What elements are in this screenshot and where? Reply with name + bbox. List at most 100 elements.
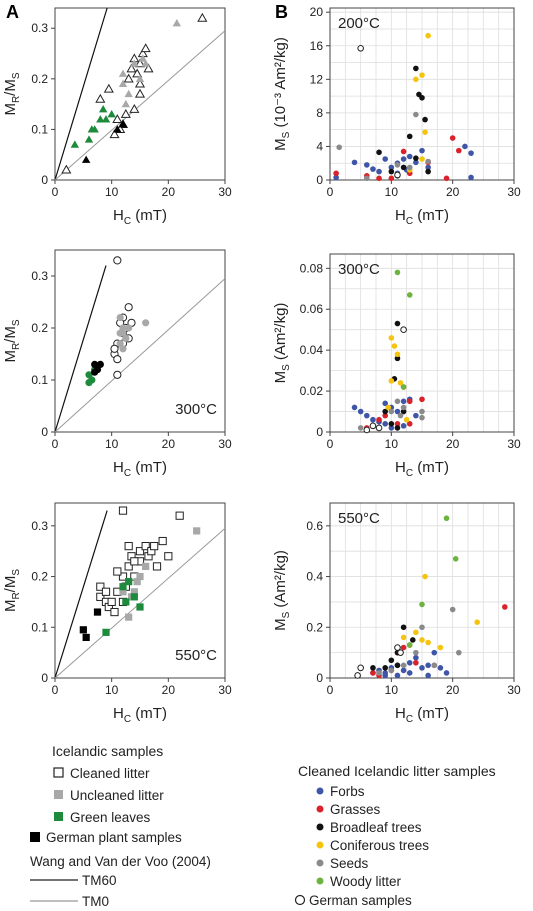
data-point-coniferous-trees (397, 380, 404, 386)
data-point-forbs (425, 662, 431, 669)
data-point-green-leaves (70, 140, 80, 148)
data-point-green-leaves (136, 603, 144, 611)
data-point-seeds (413, 649, 419, 656)
y-tick-label: 0 (41, 671, 48, 685)
data-point-forbs (388, 164, 395, 171)
legend-a-ref-1: TM0 (82, 894, 109, 909)
legend-marker-uncleaned (54, 790, 63, 799)
data-point-grasses (394, 421, 401, 427)
data-point-seeds (425, 158, 431, 165)
data-point-german-plant-samples (81, 155, 91, 163)
data-point-grasses (502, 604, 508, 610)
data-point-coniferous-trees (413, 76, 419, 83)
data-point-uncleaned-litter (116, 314, 124, 322)
data-point-forbs (382, 672, 389, 679)
data-point-german-samples (375, 424, 383, 432)
data-point-cleaned-litter (120, 109, 131, 118)
data-point-broadleaf-trees (410, 637, 416, 643)
data-point-german-plant-samples (96, 360, 104, 368)
legend-marker-woody (316, 877, 324, 885)
chart-grid: 0 10 20 30 0 0.1 0.2 0.3 HC (mT) MR/MS 0 10 20 30 0 0.1… (2, 5, 521, 725)
x-tick-label: 20 (446, 683, 460, 697)
x-tick-label: 10 (105, 683, 119, 697)
y-tick-label: 0.1 (31, 620, 48, 634)
x-tick-label: 10 (385, 437, 399, 451)
chart-b300: 0 10 20 30 0 0.02 0.04 0.06 0.08 HC (mT) MS (Am²/k… (272, 253, 521, 479)
data-point-coniferous-trees (391, 343, 398, 349)
data-point-cleaned-litter (110, 344, 119, 353)
data-point-seeds (406, 164, 413, 171)
data-point-seeds (388, 408, 395, 415)
data-point-forbs (413, 654, 419, 661)
panel-title: 550°C (338, 510, 380, 527)
data-point-green-leaves (101, 115, 111, 123)
data-point-seeds (413, 111, 419, 118)
data-point-coniferous-trees (425, 32, 431, 39)
data-point-grasses (443, 175, 450, 182)
plot-frame (329, 253, 515, 433)
data-point-coniferous-trees (419, 156, 425, 162)
data-point-coniferous-trees (422, 129, 428, 135)
data-point-cleaned-litter (130, 557, 139, 566)
data-point-uncleaned-litter (130, 588, 138, 596)
y-tick-label: 0.3 (31, 519, 48, 533)
data-point-cleaned-litter (132, 68, 143, 78)
y-tick-label: 0.04 (300, 343, 324, 357)
x-tick-label: 0 (52, 683, 59, 697)
data-point-german-samples (397, 649, 404, 656)
legend-marker-german (30, 832, 40, 842)
x-tick-label: 30 (218, 185, 232, 199)
panel-letter-b: B (275, 2, 288, 22)
legend-marker-cleaned (53, 767, 64, 778)
data-point-cleaned-litter (158, 536, 167, 546)
panel-title: 550°C (175, 647, 217, 664)
data-point-grasses (456, 147, 462, 154)
legend-b-item-0: Forbs (330, 784, 365, 799)
y-tick-label: 0.1 (31, 373, 48, 387)
data-point-forbs (431, 649, 438, 656)
x-tick-label: 10 (105, 437, 119, 451)
y-tick-label: 0.2 (306, 620, 323, 634)
x-tick-label: 30 (507, 185, 521, 199)
x-tick-label: 0 (327, 437, 334, 451)
data-point-forbs (382, 156, 389, 162)
x-tick-label: 20 (446, 437, 460, 451)
data-point-broadleaf-trees (400, 408, 407, 415)
data-point-forbs (468, 174, 474, 181)
legend-a-item-2: Green leaves (70, 810, 151, 825)
data-point-coniferous-trees (413, 629, 419, 636)
data-point-seeds (400, 404, 407, 411)
x-tick-label: 30 (507, 437, 521, 451)
data-point-forbs (333, 174, 339, 181)
data-point-grasses (400, 148, 407, 155)
x-axis-label: HC (mT) (113, 705, 167, 725)
data-point-broadleaf-trees (394, 425, 401, 431)
data-point-broadleaf-trees (388, 657, 395, 664)
data-point-cleaned-litter (110, 607, 119, 617)
data-point-cleaned-litter (107, 597, 116, 607)
y-tick-label: 0.3 (31, 269, 48, 283)
data-point-forbs (406, 659, 413, 666)
y-tick-label: 8 (316, 106, 323, 120)
data-point-cleaned-litter (126, 63, 137, 73)
data-point-uncleaned-litter (136, 572, 144, 581)
data-point-german-samples (394, 644, 401, 651)
data-point-uncleaned-litter (172, 18, 182, 27)
legend-b-item-3: Coniferous trees (330, 838, 429, 853)
data-point-green-leaves (122, 598, 130, 606)
data-point-green-leaves (107, 110, 116, 118)
data-point-coniferous-trees (394, 351, 401, 358)
data-point-cleaned-litter (112, 114, 123, 123)
chart-a300: 0 10 20 30 0 0.1 0.2 0.3 HC (mT) MR/MS 300°C (2, 249, 232, 479)
data-point-green-leaves (119, 583, 127, 591)
data-point-forbs (443, 670, 450, 676)
data-point-cleaned-litter (95, 93, 106, 103)
data-point-cleaned-litter (123, 73, 134, 83)
data-point-cleaned-litter (197, 12, 208, 22)
y-tick-label: 12 (310, 72, 324, 86)
plot-frame (329, 7, 515, 181)
data-point-grasses (406, 398, 413, 405)
data-point-uncleaned-litter (124, 89, 133, 98)
legend-b-item-1: Grasses (330, 802, 381, 817)
data-point-grasses (406, 421, 413, 427)
